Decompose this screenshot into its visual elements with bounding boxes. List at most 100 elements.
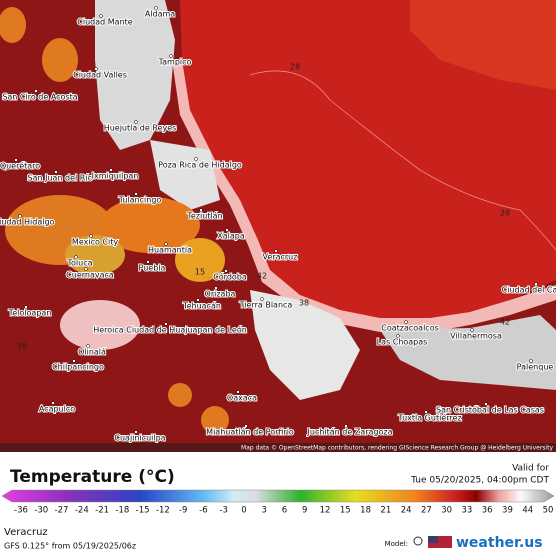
city-label: Ciudad Hidalgo (0, 218, 55, 227)
legend-tick-label: 18 (360, 506, 371, 516)
city-dot (274, 249, 278, 253)
model-run: GFS 0.125° from 05/19/2025/06z (4, 542, 136, 551)
city-dot (534, 282, 538, 286)
legend-tick-label: -36 (14, 506, 28, 516)
city-label: Mexico City (72, 238, 118, 247)
colorbar (1, 489, 555, 503)
attribution: Map data © OpenStreetMap contributors, r… (241, 445, 553, 452)
city-label: San Juan del Río (28, 174, 93, 183)
legend-tick-label: -3 (219, 506, 227, 516)
city-dot (99, 14, 103, 18)
legend-tick-label: 3 (262, 506, 267, 516)
city-label: Aldama (145, 10, 175, 19)
attribution-bg (0, 443, 556, 452)
city-dot (244, 424, 248, 428)
city-dot (164, 322, 168, 326)
contour-label: 28 (290, 63, 300, 72)
city-label: Tuxtla Gutiérrez (397, 413, 461, 423)
city-label: Olinalá (78, 348, 106, 357)
city-dot (134, 430, 138, 434)
flag-canton (428, 536, 438, 543)
cool-zone (250, 290, 360, 400)
legend: Temperature (°C) Valid for Tue 05/20/202… (1, 464, 555, 551)
city-dot (51, 401, 55, 405)
city-dot (74, 255, 78, 259)
city-label: Tierra Blanca (239, 301, 293, 310)
city-dot (86, 344, 90, 348)
city-dot (199, 208, 203, 212)
model-icon (413, 536, 423, 546)
city-label: Oaxaca (227, 394, 257, 403)
city-label: Chilpancingo (52, 363, 104, 372)
city-dot (154, 6, 158, 10)
city-dot (24, 305, 28, 309)
model-label: Model: (385, 540, 408, 548)
contour-label: 28 (500, 209, 510, 218)
city-dot (424, 410, 428, 414)
valid-time: Tue 05/20/2025, 04:00pm CDT (410, 476, 549, 486)
coast-band (172, 60, 556, 332)
city-label: San Ciro de Acosta (2, 93, 77, 102)
legend-tick-label: 27 (421, 506, 432, 516)
city-label: Palenque (517, 363, 554, 372)
city-label: Cuajinicuilpa (114, 434, 165, 443)
city-dot (34, 89, 38, 93)
legend-tick-label: 12 (320, 506, 331, 516)
contour (249, 70, 556, 251)
city-label: Orizaba (205, 290, 236, 299)
city-dot (164, 242, 168, 246)
location: Veracruz (4, 527, 48, 538)
city-dot (146, 260, 150, 264)
brand[interactable]: weather.us (456, 535, 543, 551)
mild-zone (60, 300, 140, 350)
city-label: Ciudad del Carmen (502, 286, 556, 295)
city-label: Tehuacán (182, 302, 221, 311)
legend-tick-label: -24 (75, 506, 89, 516)
map: Ciudad Mante Aldama Ciudad Valles Tampico Sa… (0, 0, 556, 452)
city-label: Veracruz (263, 253, 298, 262)
hot-zone (168, 383, 192, 407)
city-dot (470, 328, 474, 332)
city-label: Villahermosa (450, 332, 502, 341)
city-dot (529, 359, 533, 363)
hot-zone (42, 38, 78, 82)
contour-label: 42 (500, 318, 510, 327)
city-label: Las Choapas (377, 338, 428, 347)
legend-tick-label: 6 (282, 506, 287, 516)
city-dot (194, 157, 198, 161)
city-dot (134, 192, 138, 196)
city-label: Cuernavaca (66, 271, 114, 280)
valid-label: Valid for (512, 464, 549, 474)
contour-label: 42 (257, 272, 267, 281)
city-label: Juchitán de Zaragoza (307, 428, 393, 437)
legend-tick-label: -6 (199, 506, 207, 516)
city-dot (109, 168, 113, 172)
city-dot (344, 424, 348, 428)
legend-tick-label: 15 (340, 506, 351, 516)
city-dot (72, 359, 76, 363)
city-label: Ciudad Valles (73, 71, 127, 80)
city-label: Huejutla de Reyes (104, 124, 177, 133)
city-dot (18, 214, 22, 218)
legend-tick-label: 0 (241, 506, 246, 516)
legend-tick-label: -21 (95, 506, 109, 516)
city-label: Huamantla (148, 246, 192, 255)
city-label: Xalapa (217, 232, 245, 241)
city-label: Querétaro (0, 161, 40, 171)
city-dot (225, 228, 229, 232)
cool-zone (95, 0, 175, 150)
city-dot (404, 320, 408, 324)
city-label: Tampico (158, 58, 192, 67)
legend-tick-label: 30 (441, 506, 452, 516)
legend-tick-label: -30 (34, 506, 48, 516)
hot-zone (100, 197, 200, 253)
legend-tick-label: 39 (502, 506, 513, 516)
legend-tick-label: 36 (482, 506, 493, 516)
city-dot (196, 298, 200, 302)
city-label: Toluca (66, 259, 92, 268)
hot-zone (65, 235, 125, 275)
city-label: Coatzacoalcos (381, 324, 439, 333)
city-dot (396, 334, 400, 338)
cool-zone (150, 140, 220, 210)
